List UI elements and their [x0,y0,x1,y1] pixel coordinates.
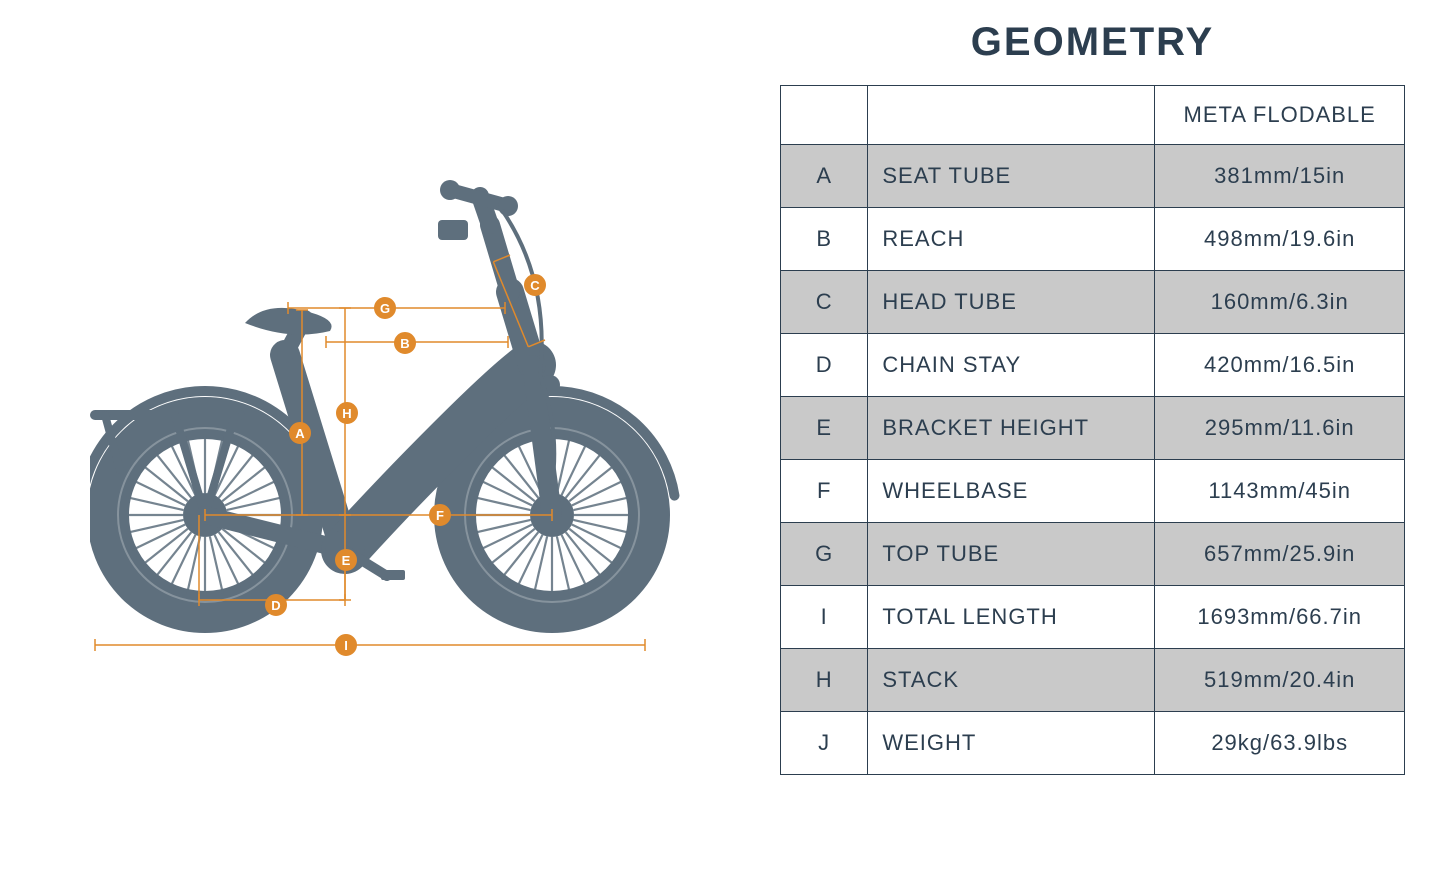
cell-label: WEIGHT [868,712,1155,775]
cell-letter: A [781,145,868,208]
table-header-row: META FLODABLE [781,86,1405,145]
cell-label: SEAT TUBE [868,145,1155,208]
cell-letter: E [781,397,868,460]
cell-letter: I [781,586,868,649]
table-row: EBRACKET HEIGHT295mm/11.6in [781,397,1405,460]
table-row: GTOP TUBE657mm/25.9in [781,523,1405,586]
cell-label: WHEELBASE [868,460,1155,523]
cell-value: 657mm/25.9in [1155,523,1405,586]
cell-label: CHAIN STAY [868,334,1155,397]
bike-diagram: A B C D E F G H I [90,170,700,680]
cell-label: HEAD TUBE [868,271,1155,334]
cell-letter: H [781,649,868,712]
dimension-badge-e: E [335,549,357,571]
table-row: CHEAD TUBE160mm/6.3in [781,271,1405,334]
dimension-badge-d: D [265,594,287,616]
th-blank-letter [781,86,868,145]
dimension-badge-b: B [394,332,416,354]
cell-value: 498mm/19.6in [1155,208,1405,271]
diagram-panel: A B C D E F G H I [0,0,780,885]
cell-label: BRACKET HEIGHT [868,397,1155,460]
dimension-badge-i: I [335,634,357,656]
table-row: BREACH498mm/19.6in [781,208,1405,271]
cell-letter: B [781,208,868,271]
geometry-table: META FLODABLE ASEAT TUBE381mm/15inBREACH… [780,85,1405,775]
table-row: JWEIGHT29kg/63.9lbs [781,712,1405,775]
dimension-badge-g: G [374,297,396,319]
dimension-badge-a: A [289,422,311,444]
cell-letter: D [781,334,868,397]
cell-value: 160mm/6.3in [1155,271,1405,334]
cell-label: TOP TUBE [868,523,1155,586]
th-blank-label [868,86,1155,145]
cell-value: 381mm/15in [1155,145,1405,208]
dimension-badge-f: F [429,504,451,526]
th-value: META FLODABLE [1155,86,1405,145]
bike-svg [90,170,700,680]
table-row: FWHEELBASE1143mm/45in [781,460,1405,523]
table-panel: GEOMETRY META FLODABLE ASEAT TUBE381mm/1… [780,0,1445,885]
cell-letter: C [781,271,868,334]
table-row: DCHAIN STAY420mm/16.5in [781,334,1405,397]
cell-value: 295mm/11.6in [1155,397,1405,460]
table-row: HSTACK519mm/20.4in [781,649,1405,712]
cell-value: 519mm/20.4in [1155,649,1405,712]
dimension-badge-c: C [524,274,546,296]
cell-value: 1143mm/45in [1155,460,1405,523]
cell-letter: J [781,712,868,775]
table-row: ITOTAL LENGTH1693mm/66.7in [781,586,1405,649]
cell-label: TOTAL LENGTH [868,586,1155,649]
dimension-badge-h: H [336,402,358,424]
cell-letter: G [781,523,868,586]
cell-label: REACH [868,208,1155,271]
page-title: GEOMETRY [780,20,1405,65]
cell-value: 1693mm/66.7in [1155,586,1405,649]
table-row: ASEAT TUBE381mm/15in [781,145,1405,208]
cell-letter: F [781,460,868,523]
cell-value: 29kg/63.9lbs [1155,712,1405,775]
cell-label: STACK [868,649,1155,712]
cell-value: 420mm/16.5in [1155,334,1405,397]
